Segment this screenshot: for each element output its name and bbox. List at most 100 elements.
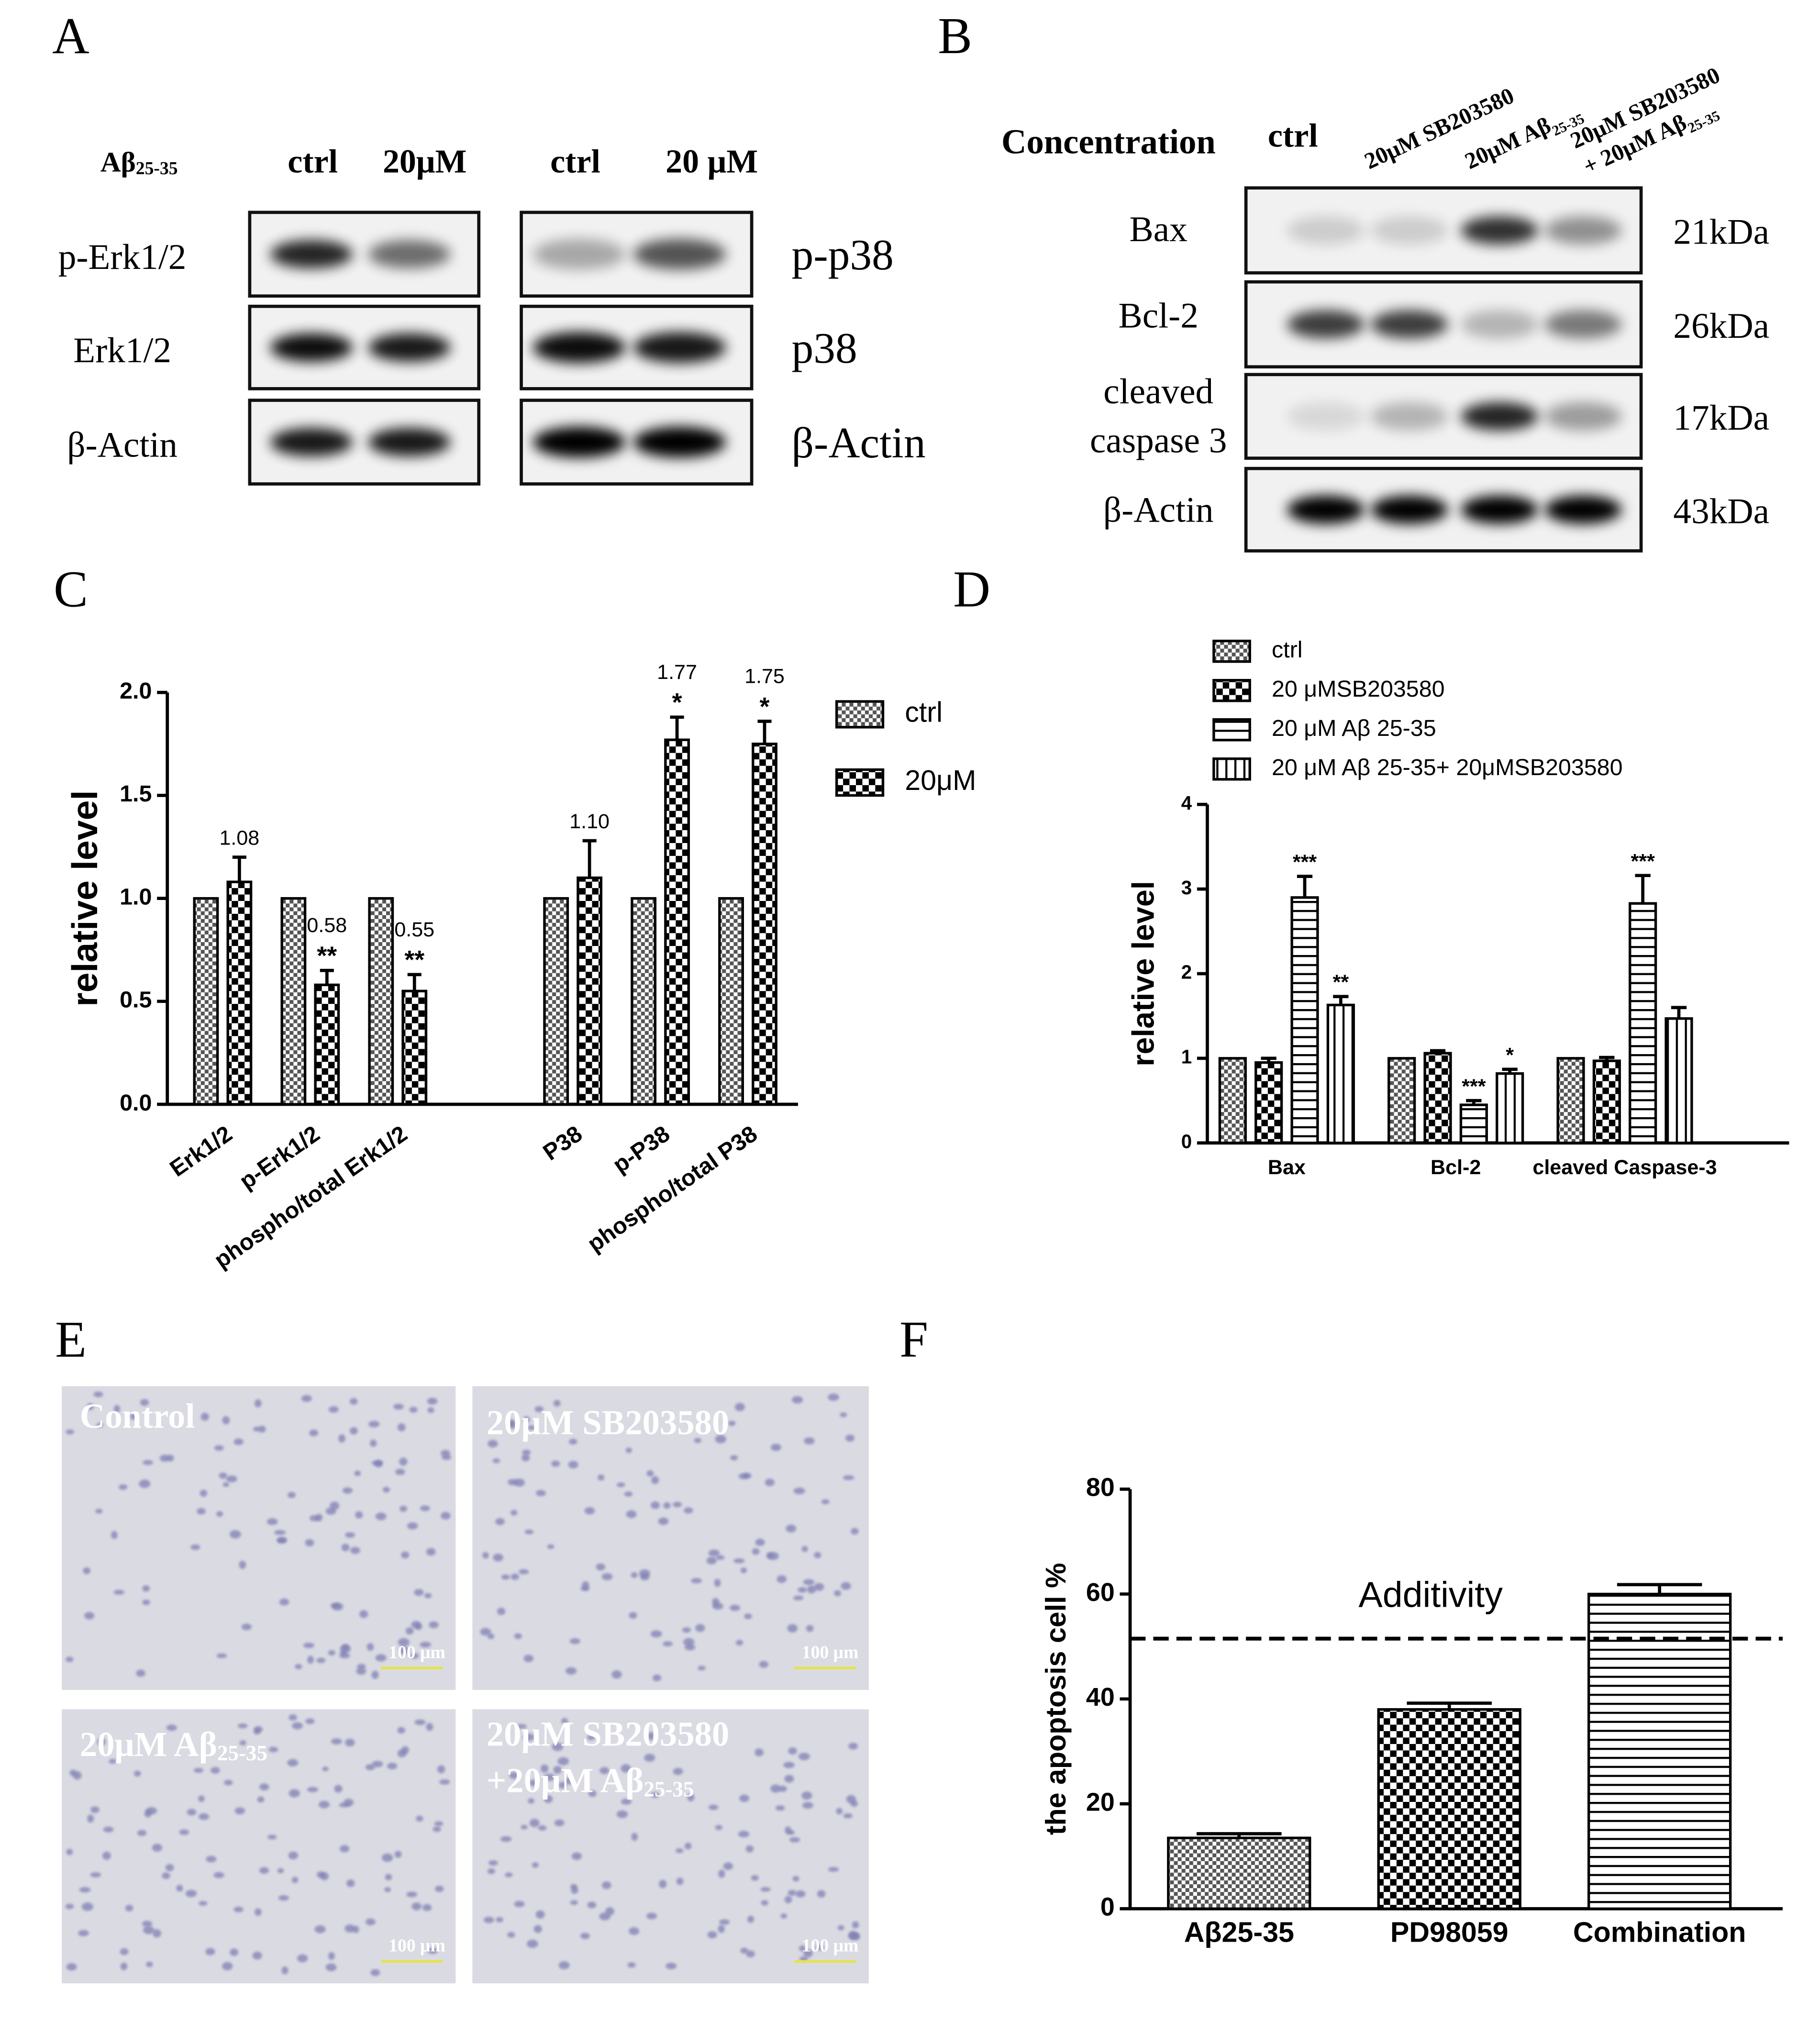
cell xyxy=(734,1402,745,1411)
bar xyxy=(368,897,394,1106)
cell xyxy=(65,1903,74,1910)
cell xyxy=(365,1764,375,1770)
cell xyxy=(801,1791,812,1800)
cell xyxy=(814,1552,821,1558)
cell xyxy=(79,1887,91,1893)
cell xyxy=(394,1851,402,1858)
cell xyxy=(301,1395,312,1402)
cell xyxy=(422,1904,432,1911)
cell xyxy=(497,1608,506,1615)
cell xyxy=(523,1655,534,1662)
cell xyxy=(344,1738,355,1747)
cell xyxy=(599,1912,610,1921)
cell xyxy=(226,1475,237,1483)
cell xyxy=(708,1804,719,1810)
cell xyxy=(334,1785,343,1793)
blot-band xyxy=(270,333,353,362)
cell xyxy=(795,1890,806,1898)
micrograph-label-main: +20μM Aβ xyxy=(487,1761,644,1800)
blot-band xyxy=(633,332,726,363)
cell xyxy=(659,1879,667,1889)
blot-band xyxy=(1287,402,1365,431)
cell xyxy=(846,1795,856,1804)
cell xyxy=(233,1906,244,1912)
cell xyxy=(621,1799,632,1805)
panel-letter: A xyxy=(52,8,89,65)
cell xyxy=(339,1653,350,1658)
error-bar xyxy=(582,839,597,878)
cell xyxy=(621,1764,631,1773)
cell xyxy=(804,1437,815,1444)
y-tick-label: 80 xyxy=(1086,1473,1115,1502)
cell xyxy=(266,1518,278,1525)
blot-band xyxy=(368,428,451,456)
value-label: 1.08 xyxy=(220,826,260,849)
legend-swatch xyxy=(1212,678,1251,702)
cell xyxy=(400,1505,408,1512)
significance: ** xyxy=(404,945,424,974)
blot-column-main: ctrl xyxy=(1268,118,1318,155)
cell xyxy=(397,1749,407,1758)
x-tick-label: p-P38 xyxy=(608,1121,675,1178)
bar xyxy=(280,897,307,1106)
micrograph-label-main: 20μM SB203580 xyxy=(487,1403,729,1442)
cell xyxy=(429,1621,439,1629)
cell xyxy=(666,1963,677,1969)
bar xyxy=(543,897,569,1106)
x-tick-label: Erk1/2 xyxy=(165,1121,237,1182)
cell xyxy=(495,1518,505,1525)
cell xyxy=(406,1891,418,1898)
x-tick-label: Bcl-2 xyxy=(1431,1156,1481,1179)
bar xyxy=(1592,1059,1621,1144)
cell xyxy=(307,1787,319,1792)
cell xyxy=(521,1454,530,1462)
cell xyxy=(695,1624,705,1632)
y-tick-label: 0 xyxy=(1100,1892,1115,1921)
cell xyxy=(587,1901,597,1909)
blot-row-label: cleaved xyxy=(1103,372,1213,411)
cell xyxy=(254,1728,261,1735)
cell xyxy=(350,1546,360,1554)
cell xyxy=(828,1867,839,1872)
cell xyxy=(328,1406,339,1413)
cell xyxy=(268,1746,278,1753)
cell xyxy=(90,1872,101,1878)
micrograph-label: 20μM SB203580 xyxy=(487,1403,729,1442)
cell xyxy=(552,1743,564,1751)
panel-letter: E xyxy=(55,1311,87,1368)
cell xyxy=(375,1512,387,1521)
cell xyxy=(257,1796,265,1803)
blot-row-label: p-p38 xyxy=(791,230,893,279)
cell xyxy=(254,1399,262,1408)
cell xyxy=(745,1845,754,1853)
value-label: 1.75 xyxy=(744,665,785,688)
cell xyxy=(845,1434,855,1442)
error-bar xyxy=(757,720,772,744)
cell xyxy=(73,1771,82,1780)
cell xyxy=(729,1605,741,1611)
blot-column: ctrl xyxy=(288,143,338,180)
cell xyxy=(316,1871,325,1878)
cell xyxy=(565,1777,574,1785)
cell xyxy=(179,1829,189,1835)
cell xyxy=(570,1900,578,1905)
cell xyxy=(267,1834,277,1840)
panel-letter: D xyxy=(953,561,990,618)
cell xyxy=(663,1641,673,1646)
legend-swatch xyxy=(1212,639,1251,663)
cell xyxy=(684,1843,692,1850)
value-label: 0.55 xyxy=(394,918,434,941)
cell xyxy=(352,1925,359,1933)
cell xyxy=(558,1782,567,1789)
micrograph xyxy=(62,1386,456,1690)
y-tick-label: 0.0 xyxy=(120,1090,152,1116)
cell xyxy=(90,1806,100,1813)
cell xyxy=(580,1933,590,1939)
cell xyxy=(516,1724,527,1729)
cell xyxy=(222,1482,230,1487)
cell xyxy=(278,1895,289,1901)
cell xyxy=(410,1653,419,1659)
cell xyxy=(817,1890,826,1898)
cell xyxy=(821,1499,830,1504)
cell xyxy=(624,1491,633,1497)
